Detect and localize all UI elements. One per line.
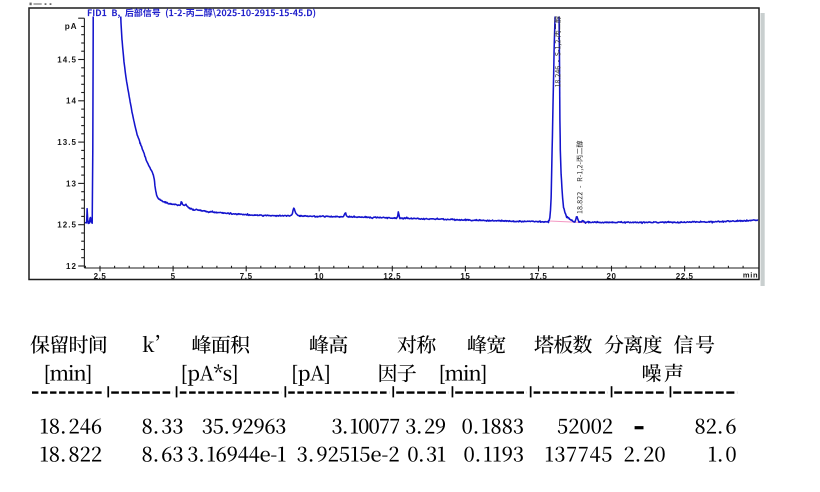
svg-text:12: 12 [66, 262, 77, 271]
svg-text:2.5: 2.5 [94, 272, 107, 281]
svg-text:7.5: 7.5 [240, 272, 253, 281]
svg-text:13: 13 [66, 179, 77, 188]
svg-text:min: min [743, 271, 758, 280]
svg-text:5: 5 [171, 272, 176, 281]
svg-text:10: 10 [314, 272, 324, 281]
svg-text:14.5: 14.5 [57, 55, 77, 64]
svg-text:12.5: 12.5 [57, 221, 77, 230]
svg-text:14: 14 [66, 97, 77, 106]
svg-text:20: 20 [607, 272, 617, 281]
svg-text:pA: pA [65, 22, 78, 31]
svg-text:15: 15 [460, 272, 470, 281]
svg-text:17.5: 17.5 [530, 272, 548, 281]
svg-text:12.5: 12.5 [383, 272, 401, 281]
svg-text:13.5: 13.5 [57, 138, 77, 147]
svg-text:22.5: 22.5 [676, 272, 694, 281]
